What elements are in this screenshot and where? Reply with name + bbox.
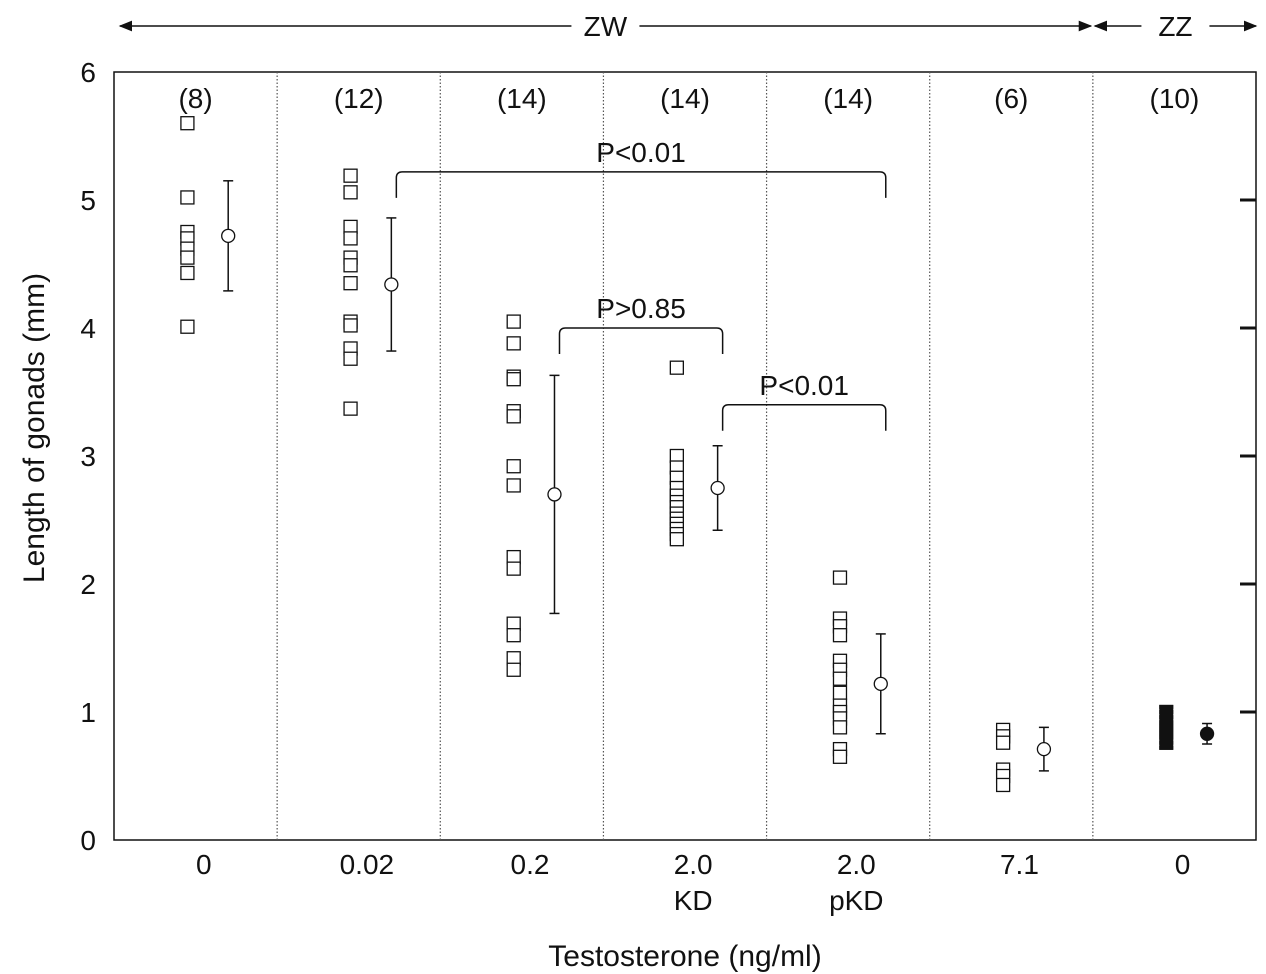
mean-marker: [384, 277, 399, 292]
data-point: [832, 720, 848, 735]
data-point: [506, 336, 521, 351]
data-point: [506, 314, 521, 329]
sample-size-label: (12): [334, 83, 384, 114]
y-tick-label: 4: [80, 313, 96, 344]
sample-size-label: (14): [823, 83, 873, 114]
x-tick-label: 2.0: [837, 849, 876, 880]
data-point: [832, 749, 848, 764]
genotype-header: ZW ZZ: [118, 11, 1258, 42]
data-point: [180, 116, 195, 131]
x-tick-label: 7.1: [1000, 849, 1039, 880]
mean-marker: [873, 676, 888, 691]
x-tick-sublabel: KD: [674, 885, 713, 916]
y-tick-label: 1: [80, 697, 96, 728]
p-value-label: P<0.01: [596, 137, 686, 168]
data-point: [506, 662, 521, 677]
y-axis: 0 1 2 3 4 5 6: [80, 57, 96, 856]
y-tick-label: 0: [80, 825, 96, 856]
sample-size-label: (10): [1150, 83, 1200, 114]
data-point: [343, 276, 358, 291]
plot-frame: [113, 71, 1257, 841]
mean-marker: [547, 487, 562, 502]
genotype-label: ZW: [584, 11, 628, 42]
significance-brackets: P<0.01 P>0.85 P<0.01: [395, 137, 887, 431]
data-point: [343, 351, 358, 366]
data-points: [180, 116, 1174, 793]
data-point: [832, 628, 848, 643]
sample-size-labels: (8) (12) (14) (14) (14) (6) (10): [178, 83, 1199, 114]
data-point: [995, 777, 1011, 793]
y-tick-label: 3: [80, 441, 96, 472]
significance-bracket: [721, 404, 887, 431]
sample-size-label: (14): [497, 83, 547, 114]
genotype-label: ZZ: [1158, 11, 1192, 42]
significance-bracket: [558, 327, 724, 354]
data-point: [832, 685, 848, 700]
data-point: [506, 628, 521, 643]
data-point: [995, 735, 1011, 750]
data-point: [180, 319, 195, 334]
data-point: [669, 532, 684, 547]
data-point-cluster: [1159, 704, 1174, 750]
y-axis-title: Length of gonads (mm): [18, 273, 51, 583]
group-dividers: [276, 72, 1094, 840]
data-point: [180, 265, 195, 281]
data-point: [832, 671, 848, 686]
mean-marker: [1199, 726, 1215, 741]
y-tick-label: 5: [80, 185, 96, 216]
x-tick-label: 2.0: [674, 849, 713, 880]
data-point: [180, 250, 195, 265]
x-axis-title: Testosterone (ng/ml): [548, 940, 821, 973]
y-tick-label: 2: [80, 569, 96, 600]
data-point: [832, 570, 848, 585]
p-value-label: P<0.01: [759, 370, 849, 401]
sample-size-label: (8): [178, 83, 212, 114]
right-axis-ticks: [1240, 198, 1256, 714]
data-point: [506, 372, 521, 387]
data-point: [343, 318, 358, 333]
sample-size-label: (14): [660, 83, 710, 114]
x-tick-label: 0: [196, 849, 212, 880]
data-point: [180, 190, 195, 205]
data-point: [506, 459, 521, 474]
data-point: [343, 401, 358, 416]
x-tick-label: 0: [1175, 849, 1191, 880]
mean-marker: [221, 228, 236, 243]
mean-marker: [1036, 741, 1052, 757]
data-point: [506, 561, 521, 576]
data-point: [343, 231, 358, 246]
x-axis: 0 0.02 0.2 2.0 KD 2.0 pKD 7.1 0: [196, 849, 1190, 916]
mean-sd-markers: [221, 180, 1215, 772]
p-value-label: P>0.85: [596, 293, 686, 324]
data-point: [506, 409, 521, 424]
data-point: [343, 185, 358, 200]
x-tick-label: 0.02: [340, 849, 395, 880]
data-point: [343, 258, 358, 273]
data-point: [506, 478, 521, 493]
x-tick-label: 0.2: [511, 849, 550, 880]
data-point: [669, 360, 684, 375]
significance-bracket: [395, 171, 887, 198]
y-tick-label: 6: [80, 57, 96, 88]
mean-marker: [710, 480, 725, 496]
x-tick-sublabel: pKD: [829, 885, 883, 916]
sample-size-label: (6): [994, 83, 1028, 114]
data-point: [343, 168, 358, 183]
